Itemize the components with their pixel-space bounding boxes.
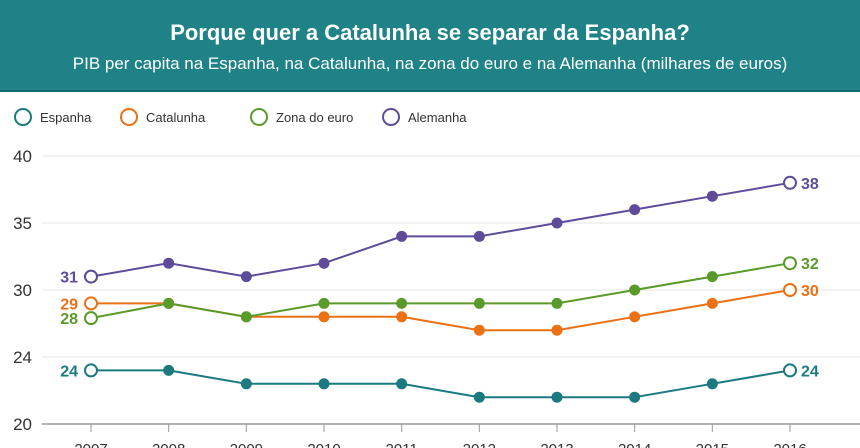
data-point	[706, 271, 718, 283]
legend-item-alemanha[interactable]: Alemanha	[382, 108, 467, 126]
data-point	[629, 391, 641, 403]
legend-label: Zona do euro	[276, 109, 354, 125]
data-point	[551, 217, 563, 229]
data-point	[396, 297, 408, 309]
data-point	[473, 324, 485, 336]
x-tick-label: 2009	[230, 441, 263, 448]
data-point	[318, 257, 330, 269]
data-point	[551, 324, 563, 336]
data-point	[84, 296, 98, 311]
circle-icon	[382, 108, 400, 126]
data-label: 30	[801, 283, 819, 300]
chart-subtitle: PIB per capita na Espanha, na Catalunha,…	[72, 54, 788, 73]
x-tick-label: 2007	[74, 441, 107, 448]
data-point	[163, 257, 175, 269]
data-point	[706, 190, 718, 202]
y-tick-label: 40	[13, 147, 32, 166]
x-tick-label: 2010	[307, 441, 340, 448]
data-point	[84, 311, 98, 326]
data-label: 24	[60, 363, 78, 380]
data-point	[84, 363, 98, 378]
data-point	[473, 297, 485, 309]
data-point	[473, 391, 485, 403]
legend-label: Espanha	[40, 109, 92, 125]
data-label: 32	[801, 256, 819, 273]
data-label: 24	[801, 363, 819, 380]
x-tick-label: 2015	[696, 441, 729, 448]
data-point	[318, 311, 330, 323]
chart-title: Porque quer a Catalunha se separar da Es…	[170, 20, 690, 45]
data-label: 31	[60, 270, 78, 287]
y-tick-label: 20	[13, 415, 32, 434]
x-tick-label: 2013	[540, 441, 573, 448]
data-label: 29	[60, 296, 78, 313]
circle-icon	[14, 108, 32, 126]
data-point	[240, 271, 252, 283]
data-point	[318, 297, 330, 309]
data-point	[551, 391, 563, 403]
data-point	[396, 311, 408, 323]
legend-item-catalunha[interactable]: Catalunha	[120, 108, 205, 126]
legend-label: Alemanha	[408, 109, 467, 125]
x-tick-label: 2016	[773, 441, 806, 448]
data-point	[396, 378, 408, 390]
y-tick-label: 24	[13, 348, 32, 367]
legend-item-zona-do-euro[interactable]: Zona do euro	[250, 108, 353, 126]
data-point	[163, 364, 175, 376]
series-line	[91, 369, 791, 399]
series-line	[91, 289, 791, 332]
data-label: 28	[60, 311, 78, 328]
y-tick-label: 35	[13, 214, 32, 233]
x-tick-label: 2012	[463, 441, 496, 448]
x-tick-label: 2008	[152, 441, 185, 448]
legend-item-espanha[interactable]: Espanha	[14, 108, 91, 126]
data-point	[473, 230, 485, 242]
data-point	[551, 297, 563, 309]
x-tick-label: 2011	[386, 441, 418, 448]
series-line	[90, 181, 791, 278]
y-tick-label: 30	[13, 281, 32, 300]
data-point	[396, 230, 408, 242]
x-tick-label: 2014	[618, 441, 651, 448]
data-point	[163, 297, 175, 309]
legend-label: Catalunha	[146, 109, 206, 125]
data-point	[629, 204, 641, 216]
chart-header: Porque quer a Catalunha se separar da Es…	[0, 0, 860, 92]
data-point	[629, 311, 641, 323]
data-point	[706, 378, 718, 390]
data-point	[629, 284, 641, 296]
series-line	[90, 262, 791, 320]
data-point	[783, 256, 797, 271]
data-point	[706, 297, 718, 309]
data-point	[783, 283, 797, 297]
data-label: 38	[801, 176, 819, 193]
data-point	[240, 311, 252, 323]
data-point	[783, 175, 797, 190]
circle-icon	[120, 108, 138, 126]
data-point	[318, 378, 330, 390]
data-point	[783, 363, 797, 378]
data-point	[240, 378, 252, 390]
circle-icon	[250, 108, 268, 126]
data-point	[84, 269, 98, 284]
